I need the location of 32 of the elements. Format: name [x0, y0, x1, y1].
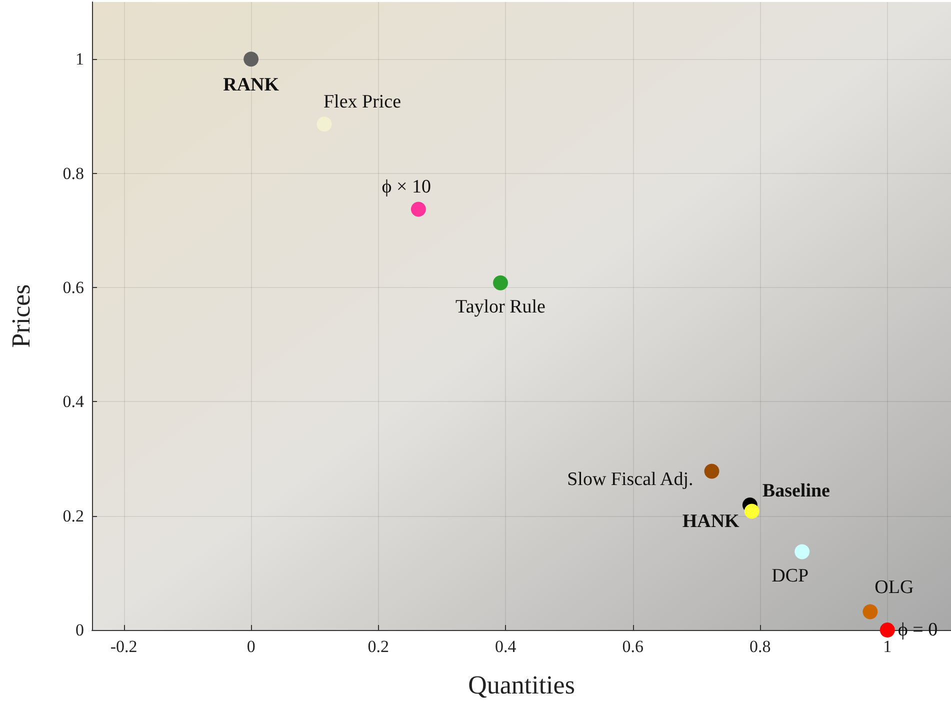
series-label: Taylor Rule [456, 296, 546, 318]
series-label: OLG [874, 577, 914, 598]
y-tick-label: 0.4 [62, 392, 84, 412]
point [704, 464, 720, 479]
y-tick-label: 0.6 [62, 278, 84, 297]
y-tick-label: 0 [76, 620, 84, 640]
x-tick-label: 1 [883, 637, 892, 656]
y-tick-label: 1 [76, 50, 84, 69]
point [862, 604, 878, 620]
x-tick-label: 0 [246, 637, 256, 656]
x-tick-label: 0.8 [749, 637, 771, 656]
series-label: HANK [682, 510, 740, 532]
y-tick-label: 0.2 [62, 506, 84, 526]
point [794, 544, 810, 560]
x-tick-label: 0.2 [368, 637, 389, 656]
series-label: Baseline [762, 480, 830, 502]
x-tick-label: 0.4 [494, 637, 517, 656]
point [493, 275, 508, 290]
point [744, 504, 760, 519]
series-label: Flex Price [323, 92, 402, 113]
x-axis-title: Quantities [468, 670, 575, 700]
y-tick-label: 0.8 [62, 164, 84, 183]
point [244, 52, 259, 67]
series-label: RANK [223, 74, 280, 96]
y-axis-title: Prices [6, 284, 36, 348]
x-tick-label: 0.6 [622, 637, 644, 656]
point [880, 622, 895, 638]
series-label: DCP [772, 565, 809, 586]
x-tick-label: -0.2 [110, 637, 138, 656]
series-label: Slow Fiscal Adj. [567, 468, 694, 490]
series-label: ϕ × 10 [382, 176, 432, 198]
point [410, 202, 426, 217]
